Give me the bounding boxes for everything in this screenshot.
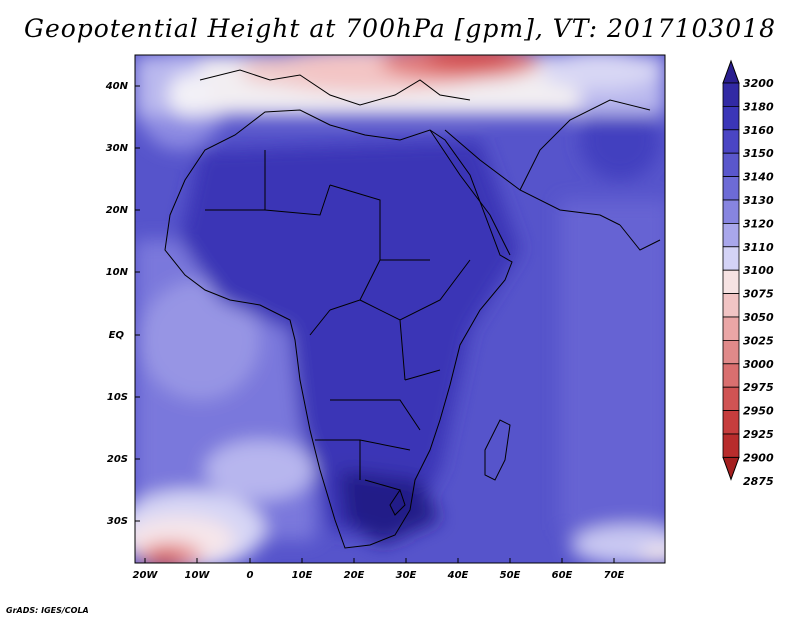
lat-label-30s: 30S [107, 516, 128, 527]
colorbar-label: 3025 [743, 334, 774, 347]
lon-label-50e: 50E [500, 570, 521, 581]
colorbar-swatch [722, 222, 740, 248]
colorbar-label: 3150 [743, 147, 774, 160]
page-title: Geopotential Height at 700hPa [gpm], VT:… [23, 14, 777, 43]
colorbar-label: 3110 [743, 241, 774, 254]
colorbar-label: 3000 [743, 358, 774, 371]
colorbar-swatch [722, 339, 740, 365]
india-coast [619, 224, 661, 251]
lon-axis: 20W 10W 0 10E 20E 30E 40E 50E 60E 70E [133, 558, 625, 581]
colorbar-label: 3160 [743, 124, 774, 137]
madagascar-coast [484, 419, 511, 481]
coastlines [164, 69, 661, 549]
map-frame [134, 54, 666, 564]
colorbar-swatch [722, 176, 740, 201]
height-field [135, 55, 665, 563]
colorbar-label: 3200 [743, 77, 774, 90]
lat-label-10n: 10N [106, 267, 129, 278]
lon-label-20w: 20W [133, 570, 159, 581]
colorbar-label: 2975 [743, 381, 774, 394]
lat-label-eq: EQ [109, 330, 125, 341]
colorbar-label: 3100 [743, 264, 774, 277]
red-sea-west [429, 129, 511, 256]
lon-label-40e: 40E [447, 570, 469, 581]
lon-label-0: 0 [247, 570, 254, 581]
colorbar-swatch [722, 199, 740, 224]
colorbar-swatch [722, 433, 740, 458]
colorbar-swatch [722, 129, 740, 154]
lat-label-20s: 20S [107, 454, 128, 465]
colorbar-bottom-arrow [722, 456, 740, 481]
colorbar-label: 3130 [743, 194, 774, 207]
colorbar: 3200 3180 3160 3150 3140 3130 3120 3110 3100 3075… [722, 59, 774, 488]
lat-label-10s: 10S [107, 392, 128, 403]
lon-label-30e: 30E [396, 570, 417, 581]
arabia-coast [444, 129, 621, 226]
colorbar-label: 2900 [743, 451, 774, 464]
colorbar-label: 3050 [743, 311, 774, 324]
lat-label-30n: 30N [106, 143, 129, 154]
colorbar-label: 2925 [743, 428, 774, 441]
colorbar-swatch [722, 293, 740, 318]
colorbar-label: 2950 [743, 405, 774, 418]
lat-label-20n: 20N [106, 205, 129, 216]
colorbar-label: 3180 [743, 100, 774, 113]
lon-label-20e: 20E [344, 570, 365, 581]
mediterranean-coast [199, 69, 471, 106]
lat-axis: 40N 30N 20N 10N EQ 10S 20S 30S [105, 81, 140, 527]
lesotho-border [389, 488, 406, 516]
colorbar-swatch [722, 386, 740, 412]
colorbar-label: 3120 [743, 217, 774, 230]
lon-label-10w: 10W [185, 570, 211, 581]
colorbar-swatch [722, 269, 740, 295]
colorbar-swatch [722, 152, 740, 177]
colorbar-label: 3075 [743, 288, 774, 301]
lon-label-70e: 70E [604, 570, 625, 581]
footer-credit: GrADS: IGES/COLA [6, 606, 89, 615]
gulf-coast [519, 99, 651, 191]
lon-label-60e: 60E [552, 570, 573, 581]
lon-label-10e: 10E [292, 570, 313, 581]
colorbar-label: 3140 [743, 171, 774, 184]
lat-label-40n: 40N [105, 81, 129, 92]
colorbar-swatch [722, 363, 740, 388]
colorbar-swatch [722, 106, 740, 131]
colorbar-top-arrow [722, 59, 740, 84]
colorbar-swatch [722, 82, 740, 107]
colorbar-swatch [722, 316, 740, 341]
colorbar-swatch [722, 410, 740, 435]
colorbar-swatch [722, 246, 740, 271]
country-borders [205, 150, 471, 491]
colorbar-label: 2875 [743, 475, 774, 488]
